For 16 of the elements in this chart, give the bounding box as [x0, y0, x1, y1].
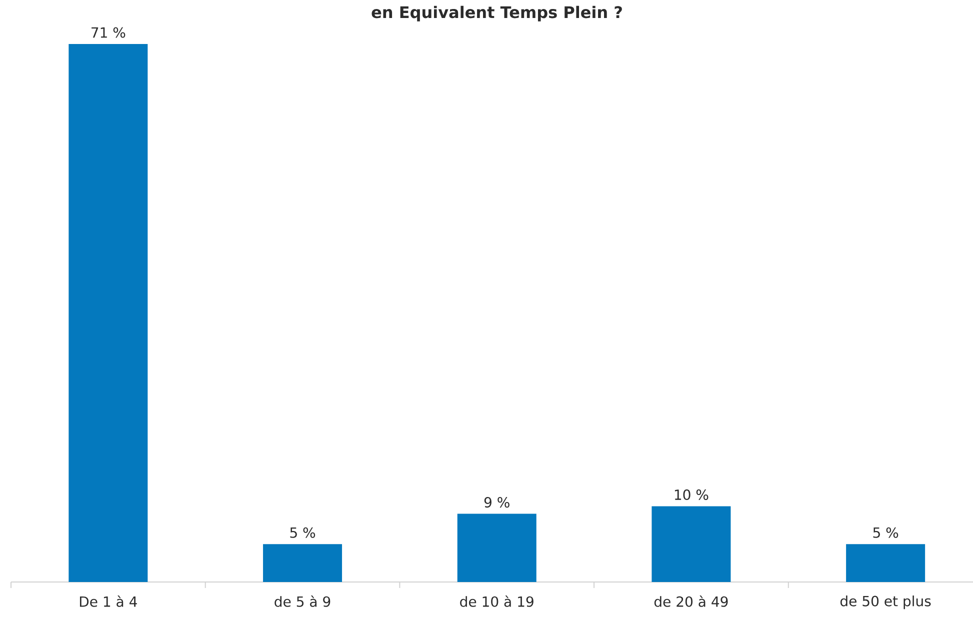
data-label: 5 % [290, 527, 316, 538]
chart-title: en Equivalent Temps Plein ? [372, 6, 622, 22]
x-tick-label: de 10 à 19 [460, 596, 534, 607]
x-tick-label: De 1 à 4 [80, 596, 137, 607]
bar [263, 544, 342, 582]
bar [457, 514, 536, 582]
data-label: 10 % [674, 489, 708, 500]
bar [846, 544, 926, 582]
data-label: 9 % [484, 497, 510, 508]
x-tick-label: de 50 et plus [840, 596, 931, 610]
data-label: 71 % [92, 27, 126, 38]
x-tick-label: de 20 à 49 [654, 596, 728, 607]
x-tick-label: de 5 à 9 [274, 596, 330, 607]
bar [652, 506, 731, 582]
data-label: 5 % [873, 527, 898, 538]
bar [68, 44, 148, 582]
